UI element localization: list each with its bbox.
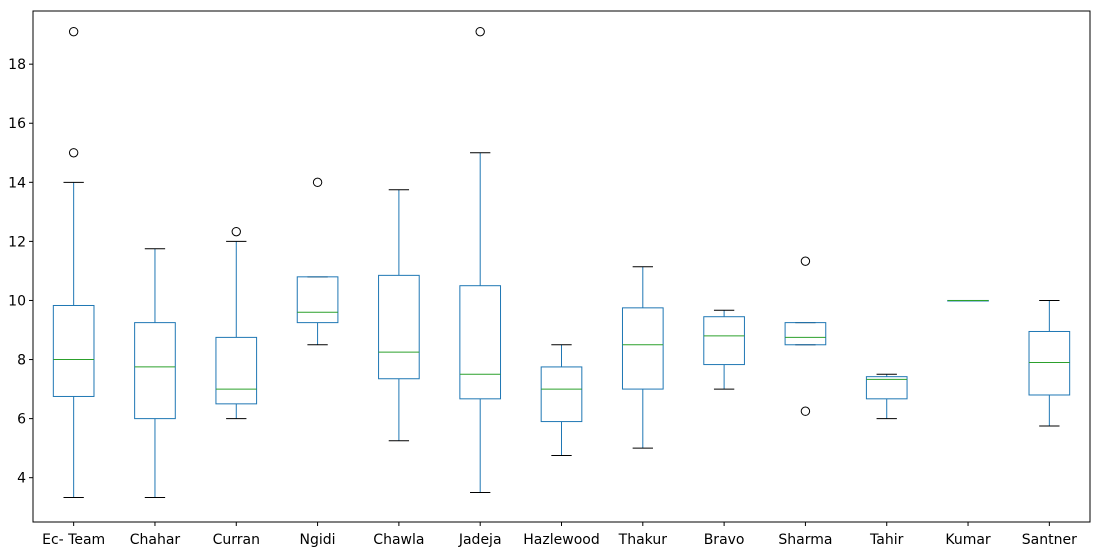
- boxes-layer: [52, 26, 1071, 498]
- outlier-point: [800, 256, 811, 266]
- box-group: [947, 299, 989, 302]
- x-tick-label: Santner: [1022, 532, 1077, 548]
- box-group: [703, 309, 745, 390]
- box-group: [1028, 299, 1071, 427]
- x-tick-label: Ec- Team: [42, 532, 105, 548]
- iqr-box: [1028, 330, 1071, 396]
- y-tick-label: 16: [8, 116, 26, 132]
- x-tick-label: Chahar: [130, 532, 181, 548]
- y-tick-label: 14: [8, 175, 26, 191]
- box-group: [621, 266, 664, 449]
- iqr-box: [296, 276, 339, 324]
- box-group: [459, 26, 502, 493]
- x-tick-label: Thakur: [618, 532, 668, 548]
- iqr-box: [865, 376, 908, 400]
- outlier-point: [312, 177, 323, 188]
- outlier-point: [68, 26, 79, 37]
- outlier-point: [800, 406, 811, 416]
- x-tick-label: Jadeja: [458, 532, 502, 548]
- y-tick-label: 4: [17, 471, 26, 487]
- x-tick-label: Bravo: [704, 532, 745, 548]
- iqr-box: [703, 316, 745, 366]
- y-tick-label: 8: [17, 353, 26, 369]
- box-group: [134, 248, 176, 498]
- outlier-point: [475, 26, 485, 37]
- x-tick-label: Kumar: [945, 532, 991, 548]
- x-tick-label: Hazlewood: [523, 532, 599, 548]
- box-group: [296, 177, 339, 346]
- iqr-box: [784, 322, 827, 346]
- iqr-box: [52, 304, 95, 397]
- iqr-box: [215, 336, 258, 405]
- y-tick-label: 6: [17, 412, 26, 428]
- iqr-box: [621, 307, 664, 390]
- y-tick-label: 18: [8, 57, 26, 73]
- box-group: [540, 344, 583, 457]
- x-axis: Ec- Team Chahar Curran Ngidi Chawla Jadeja Haz…: [42, 522, 1077, 548]
- y-axis: 4 6 8 10 12 14 16 18: [8, 57, 33, 487]
- iqr-box: [540, 366, 583, 423]
- y-tick-label: 10: [8, 293, 26, 309]
- box-group: [52, 26, 95, 498]
- iqr-box: [378, 274, 420, 380]
- x-tick-label: Curran: [213, 532, 260, 548]
- outlier-point: [231, 226, 241, 237]
- iqr-box: [459, 285, 502, 400]
- box-group: [865, 373, 908, 420]
- iqr-box: [134, 322, 176, 420]
- x-tick-label: Sharma: [778, 532, 832, 548]
- x-tick-label: Chawla: [373, 532, 424, 548]
- box-group: [215, 226, 258, 420]
- y-tick-label: 12: [8, 234, 26, 250]
- x-tick-label: Ngidi: [300, 532, 336, 548]
- box-group: [378, 189, 420, 442]
- outlier-point: [68, 148, 79, 158]
- x-tick-label: Tahir: [869, 532, 904, 548]
- box-group: [784, 256, 827, 416]
